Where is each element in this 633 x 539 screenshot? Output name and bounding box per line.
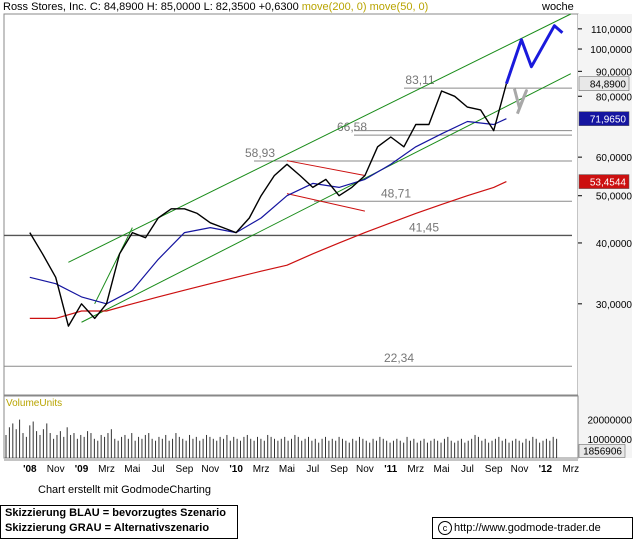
y-tick-label: 100,0000 xyxy=(590,45,632,56)
x-tick-label: Sep xyxy=(176,464,194,475)
ma50-label: move(50, 0) xyxy=(369,1,429,13)
x-tick-label: Jul xyxy=(306,464,319,475)
x-axis: '08 Nov '09 Mrz Mai Jul Sep Nov '10 Mrz Mai Jul Sep N… xyxy=(4,459,579,475)
x-tick-label: Mrz xyxy=(407,464,424,475)
credit-text: Chart erstellt mit GodmodeCharting xyxy=(38,484,212,496)
y-tick-label: 40,0000 xyxy=(596,239,633,250)
x-tick-label: Nov xyxy=(511,464,529,475)
x-tick-label: Mai xyxy=(279,464,295,475)
x-tick-label: '11 xyxy=(384,464,397,475)
y-tick-label: 110,0000 xyxy=(591,25,632,36)
volume-last-badge xyxy=(578,444,626,458)
channel-upper-line xyxy=(68,13,572,263)
level-label: 48,71 xyxy=(381,186,411,200)
x-tick-label: Sep xyxy=(330,464,348,475)
x-tick-label: Mrz xyxy=(562,464,579,475)
ma50-line xyxy=(29,118,507,305)
chart-header: Ross Stores, Inc. C: 84,8900 H: 85,0000 … xyxy=(3,1,428,13)
x-tick-label: Mrz xyxy=(253,464,270,475)
x-tick-label: Sep xyxy=(485,464,503,475)
price-badge xyxy=(578,174,630,189)
volume-title: VolumeUnits xyxy=(6,398,62,409)
x-tick-label: Jul xyxy=(461,464,474,475)
x-tick-label: '12 xyxy=(539,464,553,475)
level-label: 58,93 xyxy=(245,146,275,160)
x-tick-label: Mai xyxy=(434,464,450,475)
price-badge-label: 84,8900 xyxy=(590,80,627,91)
ma200-label: move(200, 0) xyxy=(301,1,367,13)
level-label: 22,34 xyxy=(384,351,414,365)
x-tick-label: Jul xyxy=(152,464,165,475)
price-line xyxy=(29,83,508,327)
legend-grey-text: Skizzierung GRAU = Alternativszenario xyxy=(5,522,210,534)
x-tick-label: Mai xyxy=(124,464,140,475)
volume-tick-label: 10000000 xyxy=(588,435,633,446)
y-tick-label: 90,0000 xyxy=(596,67,633,78)
level-label: 83,11 xyxy=(405,73,434,87)
y-tick-label: 50,0000 xyxy=(596,192,633,203)
flag-lower-line xyxy=(286,193,366,212)
x-tick-label: Nov xyxy=(201,464,219,475)
volume-tick-label: 20000000 xyxy=(588,416,633,427)
instrument-name: Ross Stores, Inc. xyxy=(3,1,87,13)
x-tick-label: '09 xyxy=(75,464,89,475)
blue-scenario-sketch xyxy=(504,24,564,85)
price-badge xyxy=(578,111,630,126)
source-link[interactable]: c http://www.godmode-trader.de xyxy=(432,517,633,539)
grey-scenario-sketch xyxy=(512,88,528,115)
y-tick-label: 60,0000 xyxy=(596,153,633,164)
legend-blue-text: Skizzierung BLAU = bevorzugtes Szenario xyxy=(5,507,226,519)
x-tick-label: Nov xyxy=(47,464,65,475)
x-tick-label: Nov xyxy=(356,464,374,475)
y-tick-label: 80,0000 xyxy=(596,92,633,103)
flag-upper-line xyxy=(286,160,366,177)
channel-lower-line xyxy=(81,73,572,323)
y-tick-label: 30,0000 xyxy=(596,300,633,311)
x-tick-label: Mrz xyxy=(98,464,115,475)
price-badge-label: 71,9650 xyxy=(590,115,627,126)
ohlc-readout: C: 84,8900 H: 85,0000 L: 82,3500 +0,6300 xyxy=(89,1,299,13)
period-label: woche xyxy=(542,1,574,13)
volume-last-label: 1856906 xyxy=(583,446,622,457)
copyright-icon: c xyxy=(438,521,452,535)
price-badge-label: 53,4544 xyxy=(590,178,627,189)
x-tick-label: '10 xyxy=(229,464,243,475)
price-badge xyxy=(578,76,630,91)
x-tick-label: '08 xyxy=(23,464,37,475)
source-url: http://www.godmode-trader.de xyxy=(454,522,601,534)
level-label: 41,45 xyxy=(409,220,439,234)
price-panel: 110,0000 100,0000 90,0000 80,0000 60,0000 50,… xyxy=(3,13,633,458)
trend-line xyxy=(94,227,133,305)
scenario-legend: Skizzierung BLAU = bevorzugtes Szenario … xyxy=(0,505,238,539)
ma200-line xyxy=(29,181,507,319)
